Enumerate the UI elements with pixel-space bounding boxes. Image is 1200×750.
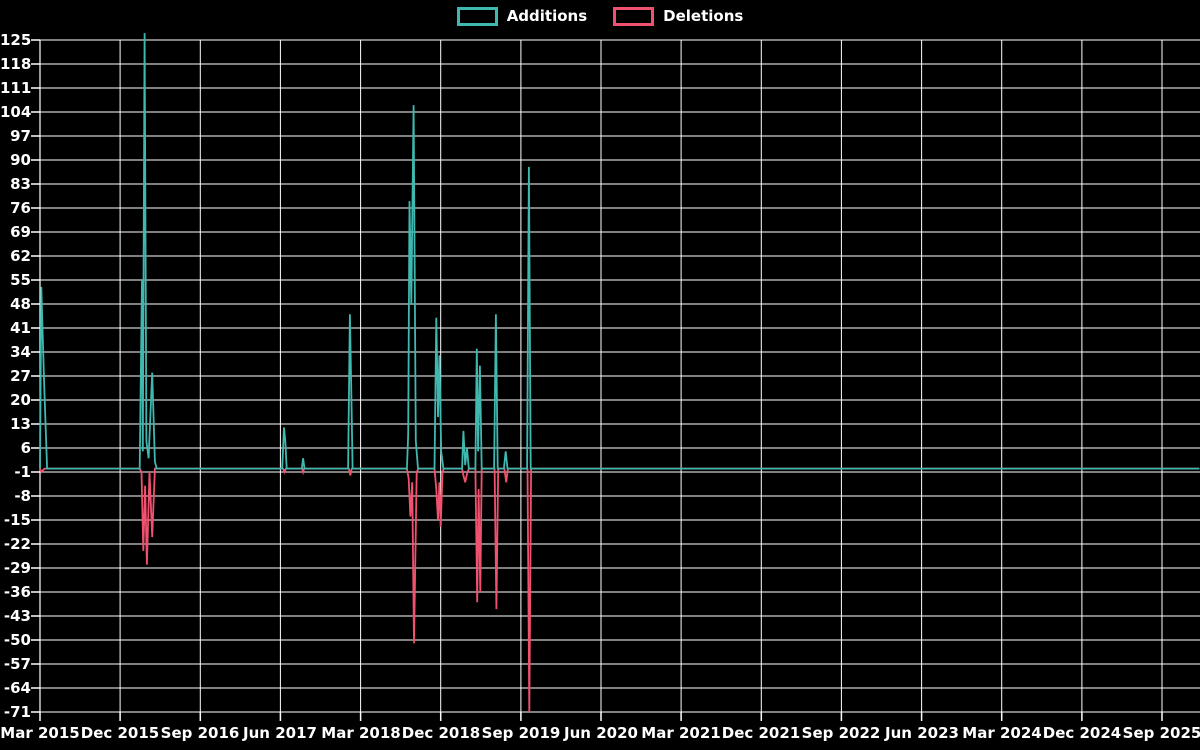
legend-label-additions: Additions	[506, 7, 588, 25]
y-axis-tick-label: -29	[3, 559, 31, 577]
y-axis-tick-label: 83	[10, 175, 31, 193]
y-axis-tick-label: -71	[3, 703, 31, 721]
x-axis-tick-label: Dec 2015	[80, 724, 160, 742]
x-axis-tick-label: Jun 2017	[243, 724, 317, 742]
legend-label-deletions: Deletions	[663, 7, 744, 25]
x-axis-tick-label: Sep 2022	[801, 724, 881, 742]
x-axis-tick-label: Jun 2023	[885, 724, 959, 742]
y-axis-tick-label: 69	[10, 223, 31, 241]
x-axis-tick-label: Mar 2015	[0, 724, 80, 742]
y-axis-tick-label: -43	[3, 607, 31, 625]
y-axis-tick-label: 6	[20, 439, 31, 457]
x-axis-tick-label: Dec 2018	[401, 724, 481, 742]
x-axis-tick-label: Mar 2021	[641, 724, 721, 742]
y-axis-tick-label: 125	[0, 31, 32, 49]
y-axis-tick-label: 20	[10, 391, 31, 409]
x-axis-tick-label: Jun 2020	[564, 724, 638, 742]
legend-item-additions[interactable]: Additions	[456, 7, 588, 26]
y-axis-tick-label: 104	[0, 103, 32, 121]
y-axis-tick-label: 62	[10, 247, 31, 265]
y-axis-tick-label: -1	[14, 463, 31, 481]
y-axis-tick-label: 27	[10, 367, 31, 385]
y-axis-tick-label: 13	[10, 415, 31, 433]
y-axis-tick-label: -15	[3, 511, 31, 529]
y-axis-tick-label: -8	[14, 487, 31, 505]
y-axis-tick-label: -36	[3, 583, 31, 601]
y-axis-tick-label: 34	[10, 343, 31, 361]
y-axis-tick-label: 76	[10, 199, 31, 217]
y-axis-tick-label: 111	[0, 79, 32, 97]
x-axis-tick-label: Dec 2024	[1042, 724, 1122, 742]
y-axis-tick-label: 97	[10, 127, 31, 145]
y-axis-tick-label: -22	[3, 535, 31, 553]
x-axis-tick-label: Dec 2021	[721, 724, 801, 742]
x-axis-tick-label: Mar 2018	[321, 724, 401, 742]
y-axis-tick-label: -50	[3, 631, 31, 649]
legend-item-deletions[interactable]: Deletions	[613, 7, 743, 26]
x-axis-tick-label: Sep 2025	[1122, 724, 1200, 742]
additions-swatch-icon	[456, 7, 498, 26]
y-axis-tick-label: -64	[3, 679, 31, 697]
x-axis-tick-label: Sep 2016	[160, 724, 240, 742]
x-axis-tick-label: Mar 2024	[962, 724, 1042, 742]
y-axis-tick-label: -57	[3, 655, 31, 673]
chart-legend: Additions Deletions	[0, 7, 1200, 26]
y-axis-tick-label: 41	[10, 319, 31, 337]
y-axis-tick-label: 118	[0, 55, 32, 73]
y-axis-tick-label: 55	[10, 271, 31, 289]
deletions-line	[39, 467, 1200, 713]
x-axis-tick-label: Sep 2019	[481, 724, 561, 742]
y-axis-tick-label: 90	[10, 151, 31, 169]
deletions-swatch-icon	[613, 7, 655, 26]
additions-line	[39, 33, 1200, 470]
y-axis-tick-label: 48	[10, 295, 31, 313]
